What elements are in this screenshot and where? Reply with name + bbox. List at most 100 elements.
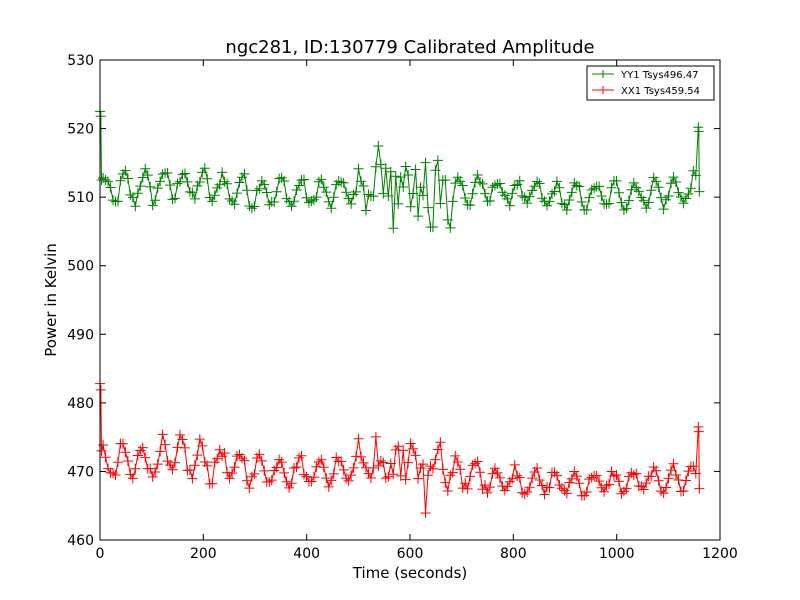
data-point-marker [561, 488, 572, 499]
data-point-marker [643, 197, 654, 208]
data-point-marker [596, 191, 607, 202]
data-point-marker [675, 192, 686, 203]
data-point-marker [147, 200, 158, 211]
data-point-marker [385, 166, 396, 177]
data-point-marker [368, 462, 379, 473]
data-point-marker [447, 467, 458, 478]
series-xx1 [95, 378, 705, 519]
data-point-marker [110, 470, 121, 481]
legend-swatch-marker [599, 70, 607, 78]
data-point-marker [224, 193, 235, 204]
data-point-marker [666, 465, 677, 476]
data-point-marker [170, 457, 181, 468]
data-point-marker [167, 194, 178, 205]
data-point-marker [353, 163, 364, 174]
data-point-marker [524, 191, 535, 202]
data-point-marker [289, 463, 300, 474]
data-point-marker [628, 469, 639, 480]
data-point-marker [683, 466, 694, 477]
data-point-marker [117, 438, 128, 449]
data-point-marker [108, 195, 119, 206]
data-point-marker [234, 177, 245, 188]
data-point-marker [427, 463, 438, 474]
data-point-marker [266, 475, 277, 486]
data-point-marker [298, 174, 309, 185]
data-point-marker [229, 199, 240, 210]
data-point-marker [638, 195, 649, 206]
data-point-marker [150, 195, 161, 206]
data-point-marker [418, 459, 429, 470]
data-point-marker [172, 178, 183, 189]
data-point-marker [688, 165, 699, 176]
data-point-marker [321, 473, 332, 484]
data-point-marker [408, 443, 419, 454]
y-tick-label: 470 [67, 464, 94, 480]
data-point-marker [383, 471, 394, 482]
data-point-marker [291, 462, 302, 473]
data-point-marker [574, 181, 585, 192]
data-point-marker [207, 478, 218, 489]
data-point-marker [162, 456, 173, 467]
data-point-marker [509, 180, 520, 191]
data-point-marker [130, 201, 141, 212]
x-tick-label: 1200 [702, 546, 738, 562]
data-point-marker [482, 487, 493, 498]
data-point-marker [341, 187, 352, 198]
data-point-marker [358, 181, 369, 192]
data-point-marker [653, 182, 664, 193]
data-point-marker [594, 476, 605, 487]
data-point-marker [291, 184, 302, 195]
data-point-marker [484, 195, 495, 206]
data-point-marker [219, 448, 230, 459]
y-tick-label: 490 [67, 327, 94, 343]
data-point-marker [313, 176, 324, 187]
data-point-marker [343, 475, 354, 486]
data-point-marker [244, 483, 255, 494]
data-point-marker [323, 481, 334, 492]
data-point-marker [261, 187, 272, 198]
data-point-marker [301, 471, 312, 482]
data-point-marker [348, 189, 359, 200]
data-point-marker [338, 464, 349, 475]
data-point-marker [472, 169, 483, 180]
data-point-marker [351, 186, 362, 197]
data-point-marker [348, 462, 359, 473]
data-point-marker [336, 456, 347, 467]
data-point-marker [165, 459, 176, 470]
y-axis-label: Power in Kelvin [42, 243, 60, 357]
data-point-marker [184, 464, 195, 475]
data-point-marker [472, 456, 483, 467]
data-point-marker [328, 468, 339, 479]
data-point-marker [189, 460, 200, 471]
data-point-marker [202, 460, 213, 471]
data-point-marker [363, 189, 374, 200]
legend-swatch-marker [599, 86, 607, 94]
data-point-marker [271, 462, 282, 473]
data-point-marker [187, 473, 198, 484]
data-point-marker [670, 177, 681, 188]
data-point-marker [420, 508, 431, 519]
data-point-marker [140, 452, 151, 463]
data-point-marker [608, 471, 619, 482]
data-point-marker [413, 211, 424, 222]
data-point-marker [95, 111, 106, 122]
data-point-marker [452, 172, 463, 183]
data-point-marker [157, 429, 168, 440]
data-point-marker [680, 475, 691, 486]
data-point-marker [646, 185, 657, 196]
data-point-marker [470, 458, 481, 469]
data-point-marker [318, 462, 329, 473]
data-point-marker [663, 190, 674, 201]
data-point-marker [120, 165, 131, 176]
data-point-marker [670, 470, 681, 481]
data-point-marker [611, 470, 622, 481]
data-point-marker [422, 470, 433, 481]
data-point-marker [484, 482, 495, 493]
data-point-marker [435, 198, 446, 209]
data-point-marker [584, 192, 595, 203]
data-point-marker [537, 480, 548, 491]
data-point-marker [675, 486, 686, 497]
data-point-marker [217, 167, 228, 178]
data-point-marker [467, 188, 478, 199]
x-tick-label: 0 [96, 546, 105, 562]
